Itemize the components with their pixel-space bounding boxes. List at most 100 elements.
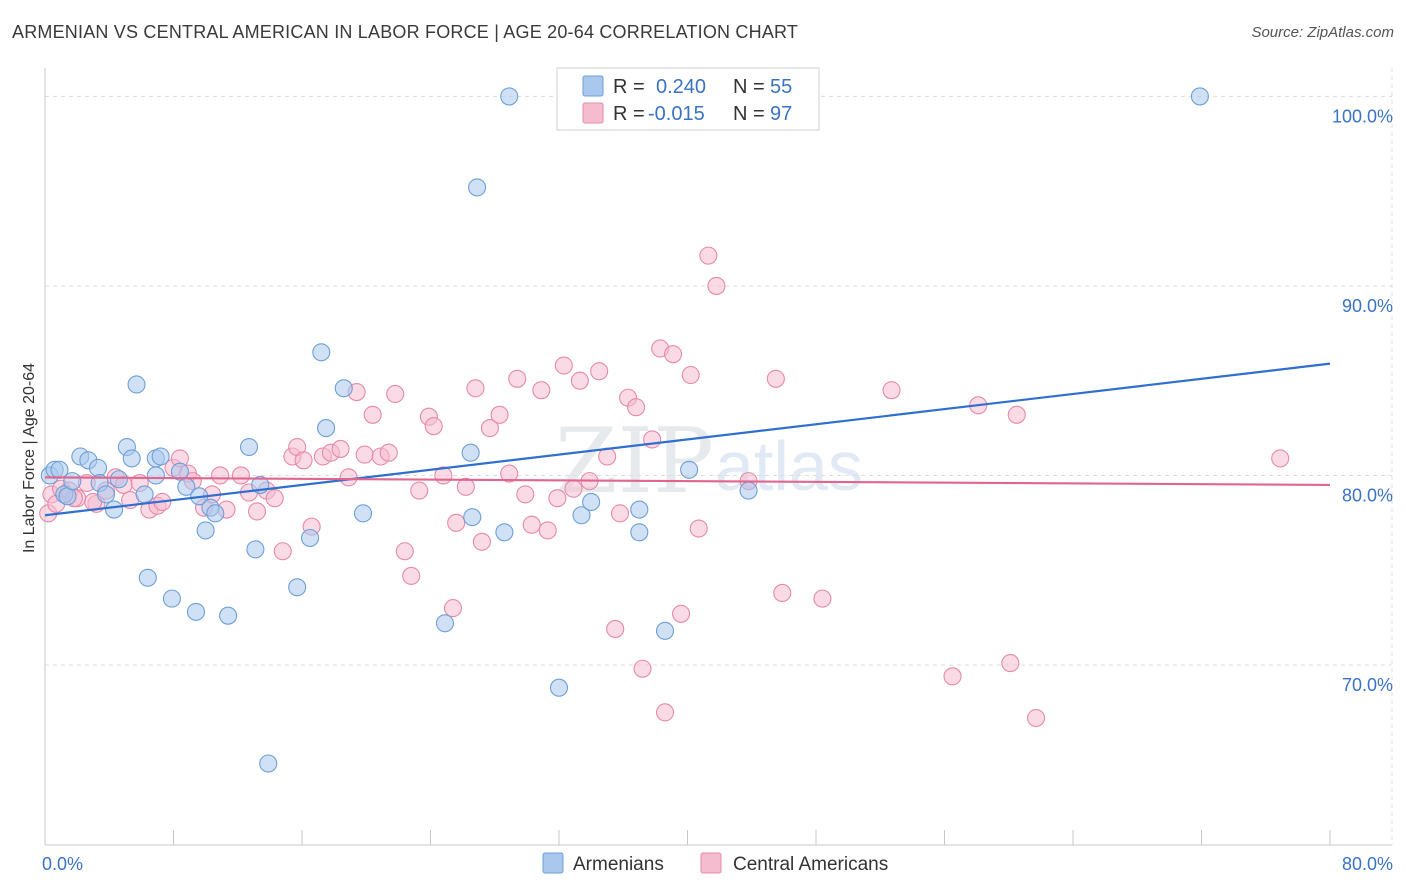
central-american-point [590,362,609,381]
central-american-point [456,477,475,496]
armenian-point [127,375,146,394]
central-american-point [627,398,646,417]
watermark-atlas: atlas [715,427,863,505]
central-american-point [707,276,726,295]
legend-r-label-armenians: R = [613,76,645,98]
armenian-point [239,437,259,457]
central-american-point [480,419,499,438]
x-tick-label: 80.0% [1342,854,1393,874]
armenian-point [135,485,154,504]
central-american-point [386,384,405,404]
legend-swatch-armenians [582,75,604,97]
armenian-point [96,485,116,504]
central-american-point [379,443,398,462]
armenian-point [1190,87,1209,106]
armenians-trend-line [44,362,1331,517]
legend-swatch-central-americans [582,102,604,124]
chart-title: ARMENIAN VS CENTRAL AMERICAN IN LABOR FO… [12,22,799,42]
central-american-point [1271,449,1290,468]
central-american-point [606,619,625,639]
legend-r-value-central-americans: -0.015 [648,103,705,125]
legend-n-label-central-americans: N = [733,103,765,125]
series-central-americans [39,246,1290,728]
x-tick-label: 0.0% [42,854,83,874]
central-american-point [516,485,535,504]
bottom-legend: Armenians Central Americans [542,852,888,875]
armenian-point [219,606,238,625]
central-american-point [265,489,284,508]
armenian-point [63,472,82,491]
armenian-point [549,678,569,697]
armenian-point [435,614,455,633]
central-american-point [211,466,230,485]
armenian-point [105,500,124,519]
central-american-point [490,405,509,424]
bottom-legend-swatch-armenians [542,852,564,874]
armenian-point [146,466,165,485]
armenian-point [122,449,141,468]
bottom-legend-swatch-central-americans [700,852,722,874]
armenian-point [162,589,181,608]
central-american-point [1007,405,1026,424]
y-tick-label: 80.0% [1342,485,1393,505]
central-american-point [339,468,358,487]
central-american-point [363,405,382,424]
central-american-point [766,369,785,388]
y-tick-label: 100.0% [1332,106,1393,126]
central-american-point [273,542,292,561]
trend-lines [44,362,1331,517]
central-american-point [699,246,718,265]
bottom-legend-armenians: Armenians [573,854,664,875]
central-american-point [1001,654,1020,673]
armenian-point [196,521,215,540]
central-american-point [943,667,962,686]
y-tick-label: 90.0% [1342,296,1393,316]
armenian-point [680,460,699,479]
central-american-point [231,466,251,485]
central-american-point [672,604,691,623]
armenian-point [312,343,331,362]
central-american-point [532,381,551,400]
legend-r-label-central-americans: R = [613,103,645,125]
armenian-point [288,578,307,597]
armenian-point [582,492,601,512]
central-american-point [655,703,675,722]
y-axis-title: In Labor Force | Age 20-64 [21,363,38,553]
central-american-point [554,356,573,375]
central-american-point [538,521,557,540]
central-americans-trend-line [44,476,1331,487]
central-american-point [447,513,466,532]
central-american-point [294,451,313,470]
armenian-point [468,178,487,197]
central-american-point [813,589,832,608]
armenian-point [495,523,514,542]
y-tick-label: 70.0% [1342,675,1393,695]
armenian-point [739,481,758,500]
armenian-point [630,523,649,542]
central-american-point [610,504,630,523]
central-american-point [633,659,652,678]
central-american-point [466,379,485,398]
armenian-point [151,447,170,466]
armenian-point [630,500,649,519]
armenian-point [259,754,278,773]
armenian-point [317,419,336,438]
legend-r-value-armenians: 0.240 [656,76,706,98]
legend: R = 0.240 N = 55 R = -0.015 N = 97 [556,67,820,131]
central-american-point [424,417,443,436]
legend-n-value-armenians: 55 [770,76,792,98]
central-american-point [472,532,491,551]
central-american-point [500,464,519,483]
central-american-point [402,566,421,585]
armenian-point [206,504,225,523]
central-american-point [508,369,527,388]
armenian-point [109,470,128,489]
central-american-point [882,381,901,400]
armenian-point [655,621,675,640]
bottom-legend-central-americans: Central Americans [733,854,888,875]
armenian-point [170,462,189,481]
source-credit: Source: ZipAtlas.com [1251,24,1394,41]
central-american-point [570,371,589,390]
central-american-point [689,519,708,538]
